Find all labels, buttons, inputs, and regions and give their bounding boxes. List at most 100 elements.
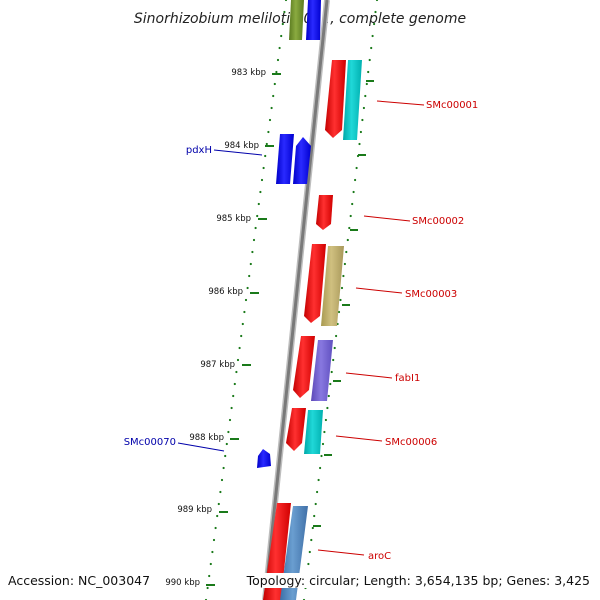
track-dot (346, 238, 349, 242)
accession-text: Accession: NC_003047 (8, 573, 151, 588)
track-dot (354, 178, 357, 182)
gene-label-smc00003: SMc00003 (405, 289, 457, 300)
track-dot (340, 286, 344, 290)
scale-tick-label: 987 kbp (200, 360, 235, 370)
gene-arrow-smc00001 (325, 60, 346, 138)
track-dot (311, 526, 314, 530)
track-dot (333, 346, 336, 350)
track-dot (268, 118, 272, 122)
gene-labels: SMc00001 pdxH SMc00002 SMc00003 fabI1 SM… (124, 100, 479, 562)
track-dot (260, 178, 264, 182)
track-dot (217, 502, 220, 506)
genome-backbone-core (263, 0, 329, 600)
track-dot (337, 310, 341, 314)
scale-tick-label: 986 kbp (208, 287, 243, 297)
gene-arrow-smc00070 (257, 449, 271, 468)
track-dot (262, 166, 265, 170)
track-dot (227, 430, 230, 434)
right-scale-ticks (313, 80, 374, 527)
track-dot (352, 190, 355, 194)
gene-label-leader (177, 442, 225, 452)
track-dot (240, 334, 243, 338)
track-dot (256, 214, 259, 218)
track-dot (329, 382, 332, 386)
scale-tick-label: 989 kbp (177, 505, 212, 515)
track-dot (235, 370, 238, 374)
gene-label-leader (213, 149, 263, 156)
feature-blocks (257, 0, 362, 600)
track-dot (265, 142, 268, 146)
left-dotted-track (204, 0, 288, 600)
track-dot (371, 34, 374, 38)
track-dot (349, 214, 352, 218)
track-dot (281, 22, 284, 26)
gene-label-leader (376, 100, 425, 106)
track-dot (373, 22, 376, 26)
track-dot (367, 70, 370, 74)
track-dot (252, 238, 256, 242)
track-dot (339, 298, 342, 302)
track-dot (212, 538, 216, 542)
track-dot (348, 226, 351, 230)
gene-label-leader (335, 435, 383, 442)
track-dot (273, 82, 276, 86)
gene-arrow-smc00002 (316, 195, 333, 230)
track-dot (251, 250, 254, 254)
track-dot (314, 502, 317, 506)
track-dot (320, 454, 323, 458)
track-dot (321, 442, 325, 446)
track-dot (220, 478, 224, 482)
track-dot (364, 94, 367, 98)
track-dot (307, 562, 310, 566)
track-dot (216, 514, 219, 518)
gene-block-fabi1-annotation (311, 340, 333, 401)
track-dot (308, 550, 311, 554)
track-dot (249, 262, 252, 266)
track-dot (370, 46, 373, 50)
track-dot (323, 430, 326, 434)
gene-arrow-fabi1 (293, 336, 315, 398)
right-dotted-track (302, 0, 379, 600)
gene-block-smc00006-annotation (304, 410, 323, 454)
track-dot (359, 130, 362, 134)
gene-label-aroc: aroC (368, 551, 391, 562)
track-dot (324, 418, 327, 422)
track-dot (238, 346, 241, 350)
track-dot (233, 382, 236, 386)
gene-block-smc00003-annotation (321, 246, 344, 326)
gene-label-smc00070: SMc00070 (124, 437, 176, 448)
track-dot (214, 526, 217, 530)
gene-label-fabi1: fabI1 (395, 373, 420, 384)
gene-arrow-smc00006 (286, 408, 306, 451)
track-dot (374, 10, 377, 14)
track-dot (317, 478, 320, 482)
track-dot (316, 490, 319, 494)
track-dot (313, 514, 316, 518)
track-dot (278, 46, 281, 50)
gene-label-smc00002: SMc00002 (412, 216, 464, 227)
track-dot (267, 130, 270, 134)
track-dot (361, 118, 364, 122)
track-dot (351, 202, 354, 206)
gene-label-smc00006: SMc00006 (385, 437, 437, 448)
track-dot (283, 10, 286, 14)
track-dot (246, 286, 249, 290)
track-dot (358, 142, 361, 146)
topology-text: Topology: circular; Length: 3,654,135 bp… (246, 573, 590, 588)
track-dot (236, 358, 240, 362)
track-dot (280, 34, 283, 38)
track-dot (230, 406, 233, 410)
scale-tick-label: 988 kbp (189, 433, 224, 443)
scale-tick-label: 983 kbp (231, 68, 266, 78)
track-dot (259, 190, 262, 194)
gene-arrow-partial-olive (289, 0, 304, 40)
track-dot (330, 370, 333, 374)
gene-arrow-partial-blue (306, 0, 321, 40)
scale-tick-label: 985 kbp (216, 214, 251, 224)
gene-label-leader (317, 549, 365, 556)
gene-label-leader (345, 372, 393, 379)
track-dot (257, 202, 260, 206)
track-dot (228, 418, 232, 422)
track-dot (209, 562, 212, 566)
